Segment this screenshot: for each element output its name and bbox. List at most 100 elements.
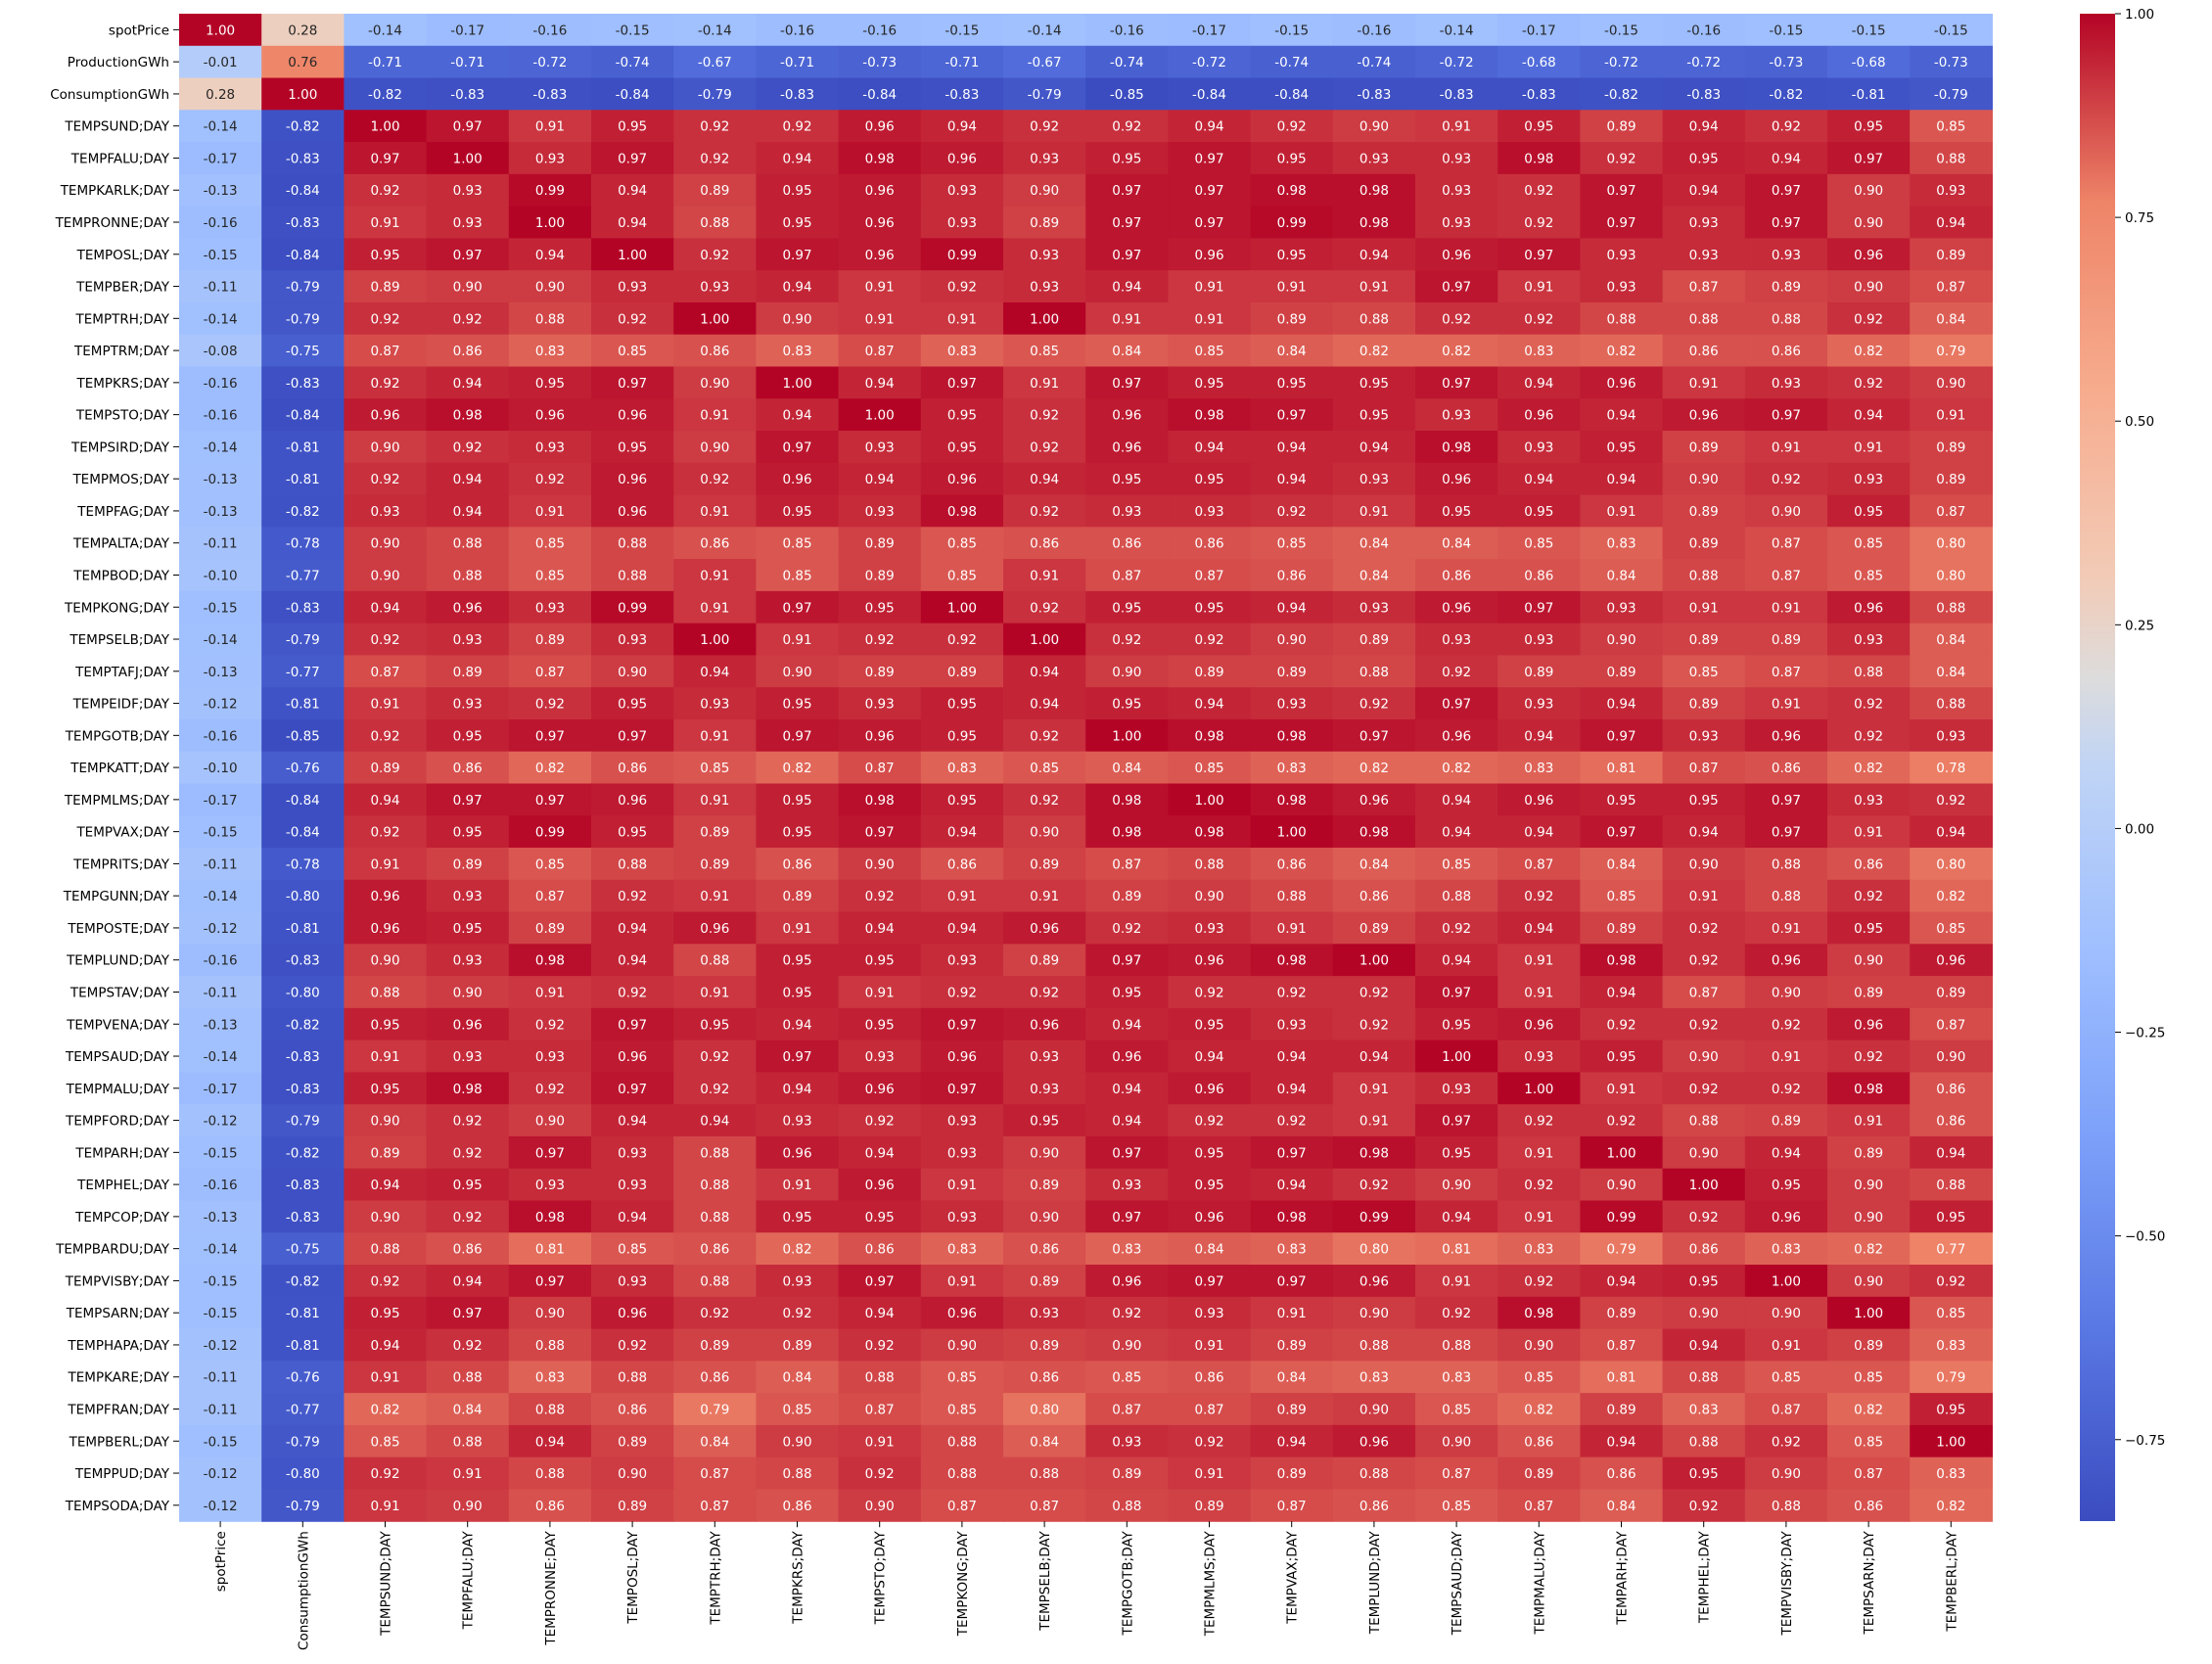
cell-value-label: -0.16 — [204, 953, 238, 969]
heatmap-cell — [508, 1296, 592, 1330]
cell-value-label: -0.17 — [1192, 23, 1226, 38]
cell-value-label: 0.88 — [1359, 665, 1389, 680]
cell-value-label: -0.84 — [616, 87, 650, 103]
cell-value-label: -0.16 — [1686, 23, 1721, 38]
heatmap-cell — [1250, 1135, 1334, 1170]
heatmap-cell — [591, 366, 674, 399]
cell-value-label: 0.88 — [1689, 1434, 1719, 1450]
cell-value-label: -0.14 — [204, 1049, 238, 1065]
heatmap-cell — [920, 1135, 1004, 1170]
cell-value-label: 0.90 — [1772, 1466, 1801, 1482]
cell-value-label: 0.92 — [618, 985, 647, 1000]
cell-value-label: -0.84 — [286, 408, 320, 424]
cell-value-label: 0.85 — [782, 536, 811, 552]
cell-value-label: 0.88 — [947, 1434, 977, 1450]
heatmap-cell — [1744, 1040, 1828, 1074]
cell-value-label: 0.91 — [1689, 376, 1719, 392]
cell-value-label: 0.93 — [1606, 280, 1636, 296]
cell-value-label: 0.85 — [1854, 1370, 1883, 1386]
cell-value-label: 0.96 — [865, 1082, 895, 1097]
heatmap-cell — [1415, 848, 1498, 881]
heatmap-cell — [261, 848, 345, 881]
cell-value-label: 0.82 — [1524, 1403, 1553, 1418]
cell-value-label: 0.97 — [1194, 215, 1223, 231]
cell-value-label: 0.89 — [1606, 1403, 1636, 1418]
cell-value-label: -0.82 — [286, 504, 320, 520]
cell-value-label: 0.85 — [1442, 856, 1471, 872]
heatmap-cell — [1827, 1135, 1911, 1170]
cell-value-label: 1.00 — [1606, 1145, 1636, 1161]
heatmap-cell — [1498, 590, 1581, 624]
cell-value-label: 0.91 — [1936, 408, 1965, 424]
heatmap-cell — [1662, 494, 1746, 528]
heatmap-cell — [1580, 398, 1664, 432]
heatmap-cell — [1498, 1456, 1581, 1491]
cell-value-label: 0.95 — [1606, 439, 1636, 455]
heatmap-cell-labels: 1.00 0.28 -0.14 -0.17 -0.16 -0.15 -0.14 -0.16 -0… — [204, 23, 1968, 1513]
heatmap-cell — [344, 462, 428, 496]
heatmap-cell — [508, 1168, 592, 1202]
cell-value-label: 0.96 — [1030, 1017, 1059, 1033]
heatmap-cell — [508, 1489, 592, 1522]
heatmap-cell — [1085, 77, 1169, 111]
heatmap-cell — [344, 1361, 428, 1394]
heatmap-cell — [1415, 687, 1498, 720]
cell-value-label: 0.94 — [865, 1145, 895, 1161]
heatmap-cell — [920, 206, 1004, 239]
heatmap-cell — [1827, 1296, 1911, 1330]
cell-value-label: 0.88 — [1772, 1499, 1801, 1514]
heatmap-cell — [673, 1456, 757, 1491]
row-tick-label: TEMPVAX;DAY — [75, 825, 169, 841]
heatmap-cell — [261, 142, 345, 175]
heatmap-cell — [1415, 815, 1498, 849]
heatmap-cell — [1498, 238, 1581, 271]
cell-value-label: 0.92 — [1524, 183, 1553, 199]
heatmap-cell — [179, 655, 262, 688]
heatmap-cell — [920, 77, 1004, 111]
heatmap-cell — [344, 1200, 428, 1233]
heatmap-cell — [1827, 1232, 1911, 1266]
cell-value-label: -0.83 — [286, 600, 320, 616]
heatmap-cell — [1003, 494, 1086, 528]
heatmap-cell — [673, 1265, 757, 1298]
cell-value-label: 0.92 — [1030, 600, 1059, 616]
cell-value-label: 0.90 — [1442, 1178, 1471, 1193]
heatmap-cell — [1250, 1265, 1334, 1298]
heatmap-cell — [261, 783, 345, 816]
column-tick-label: TEMPOSL;DAY — [625, 1530, 641, 1624]
heatmap-cell — [1003, 1361, 1086, 1394]
heatmap-cell — [1827, 398, 1911, 432]
heatmap-cell — [508, 1007, 592, 1041]
cell-value-label: 0.97 — [1606, 215, 1636, 231]
heatmap-cell — [920, 45, 1004, 79]
cell-value-label: 0.98 — [1194, 408, 1223, 424]
heatmap-cell — [1250, 1168, 1334, 1202]
heatmap-cell — [1662, 1393, 1746, 1426]
column-tick-label: TEMPTRH;DAY — [708, 1530, 723, 1625]
cell-value-label: 0.91 — [1359, 280, 1389, 296]
heatmap-cell — [426, 1072, 510, 1105]
heatmap-cell — [756, 1456, 840, 1491]
heatmap-cell — [756, 1393, 840, 1426]
heatmap-cell — [756, 944, 840, 977]
heatmap-cell — [1580, 77, 1664, 111]
heatmap-cell — [344, 751, 428, 785]
cell-value-label: 1.00 — [618, 248, 647, 263]
cell-value-label: 0.95 — [370, 1306, 399, 1321]
heatmap-cell — [179, 590, 262, 624]
cell-value-label: -0.79 — [1934, 87, 1968, 103]
heatmap-cell — [673, 687, 757, 720]
heatmap-cell — [1498, 173, 1581, 208]
heatmap-cell — [1827, 494, 1911, 528]
heatmap-cell — [179, 1393, 262, 1426]
cell-value-label: 0.86 — [1854, 856, 1883, 872]
colorbar-tick-label: 0.50 — [2125, 414, 2154, 430]
heatmap-cell — [1085, 1135, 1169, 1170]
cell-value-label: 0.92 — [782, 119, 811, 135]
heatmap-cell — [1003, 14, 1086, 47]
heatmap-cell — [179, 110, 262, 143]
cell-value-label: -0.82 — [368, 87, 402, 103]
cell-value-label: 0.84 — [1194, 1242, 1223, 1258]
heatmap-cell — [591, 976, 674, 1009]
heatmap-cell — [179, 1072, 262, 1105]
